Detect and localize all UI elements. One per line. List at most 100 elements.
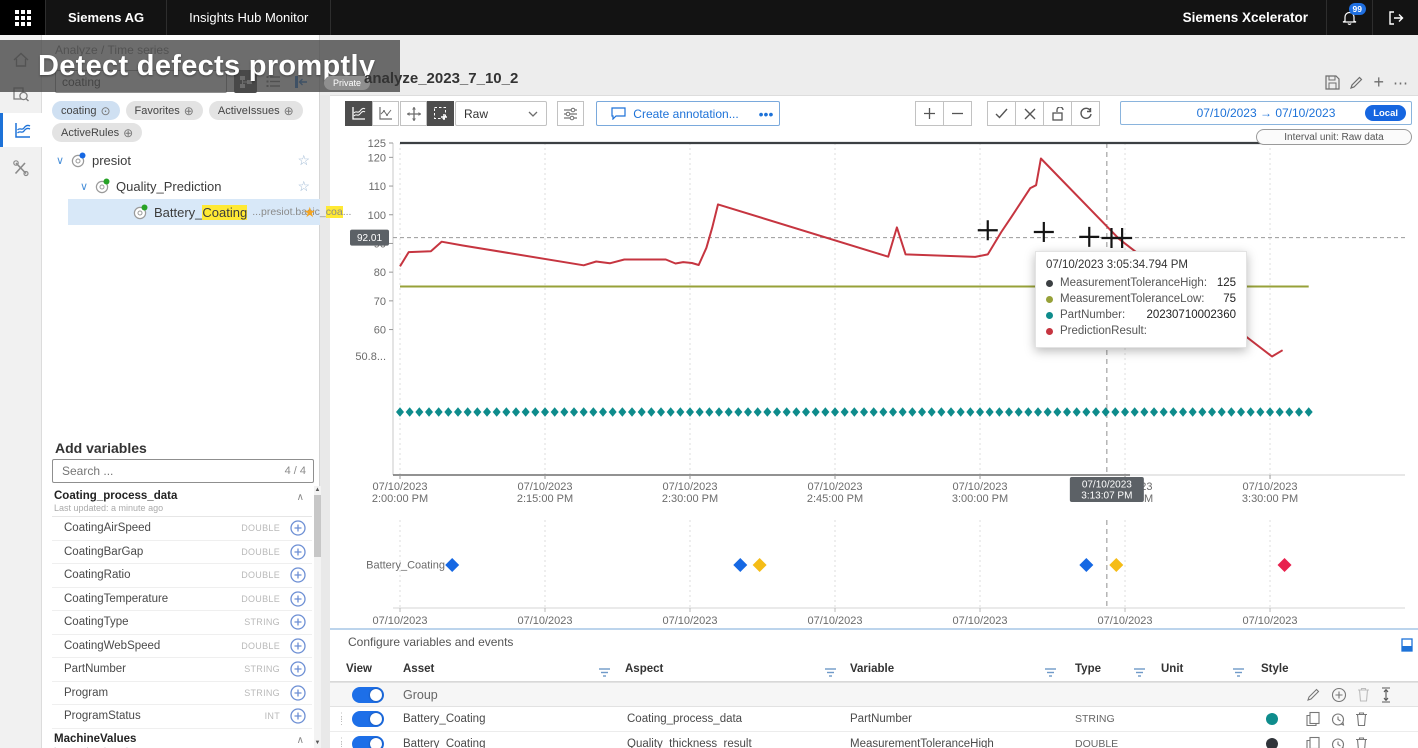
edit-group-icon[interactable] bbox=[1306, 687, 1321, 702]
tools-nav-button[interactable] bbox=[0, 151, 42, 185]
filter-icon[interactable] bbox=[824, 666, 837, 679]
tenant-name[interactable]: Siemens AG bbox=[46, 0, 168, 35]
line-chart-mode-button[interactable] bbox=[345, 101, 372, 126]
chevron-up-icon[interactable]: ∧ bbox=[296, 492, 304, 503]
aggregation-select[interactable]: Raw bbox=[455, 101, 547, 126]
discard-button[interactable] bbox=[1015, 101, 1044, 126]
time-shift-icon[interactable] bbox=[1330, 712, 1345, 727]
filter-tag-coating[interactable]: coating ⊙ bbox=[52, 101, 120, 120]
table-group-row[interactable]: Group bbox=[330, 682, 1418, 707]
row-visibility-toggle[interactable] bbox=[352, 711, 384, 727]
tree-node-presiot[interactable]: ∨ presiot ☆ bbox=[42, 147, 320, 173]
refresh-button[interactable] bbox=[1071, 101, 1100, 126]
chevron-down-icon[interactable]: ∨ bbox=[56, 154, 65, 167]
scroll-up-arrow[interactable]: ▲ bbox=[314, 487, 321, 493]
partnumber-marker bbox=[463, 407, 472, 417]
variable-list-scrollbar[interactable]: ▲ ▼ bbox=[314, 486, 321, 748]
variable-search-input[interactable] bbox=[60, 463, 285, 479]
delete-group-icon[interactable] bbox=[1357, 687, 1370, 702]
date-range-picker[interactable]: 07/10/2023 → 07/10/2023 Local bbox=[1120, 101, 1412, 125]
delete-row-icon[interactable] bbox=[1355, 737, 1368, 748]
filter-tag-activeissues[interactable]: ActiveIssues ⊕ bbox=[208, 101, 303, 120]
scatter-chart-mode-button[interactable] bbox=[372, 101, 399, 126]
variable-group-header[interactable]: MachineValues Last updated: a minute ago… bbox=[52, 729, 312, 748]
add-variable-icon[interactable] bbox=[290, 591, 306, 607]
partnumber-marker bbox=[1217, 407, 1226, 417]
add-button[interactable]: + bbox=[1373, 72, 1384, 92]
tree-node-battery-coating[interactable]: Battery_Coating ...presiot.basic_coa... … bbox=[68, 199, 351, 225]
partnumber-marker bbox=[802, 407, 811, 417]
add-variable-icon[interactable] bbox=[290, 638, 306, 654]
timeseries-nav-button[interactable] bbox=[0, 113, 42, 147]
chevron-down-icon[interactable]: ∨ bbox=[80, 180, 89, 193]
filter-icon[interactable] bbox=[1133, 666, 1146, 679]
duplicate-row-icon[interactable] bbox=[1306, 711, 1320, 727]
aggregation-value: Raw bbox=[464, 106, 489, 121]
favorite-star-filled-icon[interactable]: ★ bbox=[303, 203, 316, 220]
save-button[interactable] bbox=[1325, 75, 1341, 90]
event-track-chart[interactable]: 07/10/2023 07/10/2023 07/10/2023 07/10/2023… bbox=[330, 515, 1418, 628]
more-options-button[interactable]: ⋯ bbox=[1393, 74, 1408, 92]
tag-circle-plus-icon[interactable]: ⊕ bbox=[123, 125, 134, 140]
row-visibility-toggle[interactable] bbox=[352, 736, 384, 748]
filter-icon[interactable] bbox=[1232, 666, 1245, 679]
add-variable-icon[interactable] bbox=[290, 661, 306, 677]
delete-row-icon[interactable] bbox=[1355, 712, 1368, 727]
zoom-out-button[interactable] bbox=[943, 101, 972, 126]
tag-circle-plus-icon[interactable]: ⊕ bbox=[183, 103, 194, 118]
filter-icon[interactable] bbox=[1044, 666, 1057, 679]
variable-row: CoatingWebSpeed DOUBLE bbox=[52, 635, 312, 658]
group-visibility-toggle[interactable] bbox=[352, 686, 384, 703]
logout-button[interactable] bbox=[1372, 0, 1418, 35]
favorite-star-icon[interactable]: ☆ bbox=[297, 151, 310, 168]
unlock-button[interactable] bbox=[1043, 101, 1072, 126]
scroll-down-arrow[interactable]: ▼ bbox=[314, 740, 321, 746]
chevron-up-icon[interactable]: ∧ bbox=[296, 734, 304, 746]
duplicate-row-icon[interactable] bbox=[1306, 736, 1320, 748]
style-color-dot[interactable] bbox=[1266, 738, 1278, 748]
chart-settings-button[interactable] bbox=[557, 101, 584, 126]
box-zoom-mode-button[interactable] bbox=[427, 101, 454, 126]
add-variable-icon[interactable] bbox=[290, 614, 306, 630]
table-row[interactable]: ⋮ ⋮ Battery_Coating Coating_process_data … bbox=[330, 707, 1418, 732]
row-height-icon[interactable] bbox=[1380, 686, 1392, 703]
tag-circle-dot-icon[interactable]: ⊙ bbox=[100, 103, 111, 118]
timezone-badge[interactable]: Local bbox=[1365, 105, 1406, 121]
apply-button[interactable] bbox=[987, 101, 1016, 126]
pan-mode-button[interactable] bbox=[400, 101, 427, 126]
edit-button[interactable] bbox=[1349, 75, 1364, 90]
add-variable-icon[interactable] bbox=[290, 520, 306, 536]
table-row[interactable]: ⋮ ⋮ Battery_Coating Quality_thickness_res… bbox=[330, 732, 1418, 748]
tree-node-path: ...presiot.basic_coa... bbox=[252, 206, 352, 218]
partnumber-marker bbox=[608, 407, 617, 417]
zoom-in-button[interactable] bbox=[915, 101, 944, 126]
asset-search-nav-button[interactable] bbox=[0, 77, 42, 111]
add-variable-icon[interactable] bbox=[290, 708, 306, 724]
favorite-star-icon[interactable]: ☆ bbox=[297, 177, 310, 194]
annotation-more-button[interactable]: ••• bbox=[753, 101, 780, 126]
timeseries-chart[interactable]: 1251201101009080706050.8...07/10/20232:0… bbox=[330, 138, 1418, 515]
dock-panel-icon[interactable] bbox=[1401, 638, 1413, 657]
notifications-button[interactable]: 99 bbox=[1326, 0, 1372, 35]
filter-tag-activerules[interactable]: ActiveRules ⊕ bbox=[52, 123, 143, 142]
filter-icon[interactable] bbox=[598, 666, 611, 679]
tree-node-quality-prediction[interactable]: ∨ Quality_Prediction ☆ bbox=[42, 173, 320, 199]
filter-tag-favorites[interactable]: Favorites ⊕ bbox=[125, 101, 203, 120]
add-variable-icon[interactable] bbox=[290, 685, 306, 701]
time-shift-icon[interactable] bbox=[1330, 737, 1345, 748]
partnumber-marker bbox=[657, 407, 666, 417]
svg-text:120: 120 bbox=[368, 152, 386, 164]
drag-handle[interactable]: ⋮ ⋮ bbox=[337, 711, 346, 726]
add-variable-icon[interactable] bbox=[290, 567, 306, 583]
asset-icon bbox=[132, 204, 148, 220]
add-to-group-icon[interactable] bbox=[1331, 687, 1347, 703]
add-variable-icon[interactable] bbox=[290, 544, 306, 560]
variable-group-header[interactable]: Coating_process_data Last updated: a min… bbox=[52, 486, 312, 517]
scrollbar-thumb[interactable] bbox=[314, 495, 321, 557]
create-annotation-button[interactable]: Create annotation... bbox=[596, 101, 754, 126]
tag-circle-plus-icon[interactable]: ⊕ bbox=[283, 103, 294, 118]
drag-handle[interactable]: ⋮ ⋮ bbox=[337, 736, 346, 748]
module-name[interactable]: Insights Hub Monitor bbox=[167, 0, 332, 35]
style-color-dot[interactable] bbox=[1266, 713, 1278, 725]
app-launcher-button[interactable] bbox=[0, 0, 46, 35]
